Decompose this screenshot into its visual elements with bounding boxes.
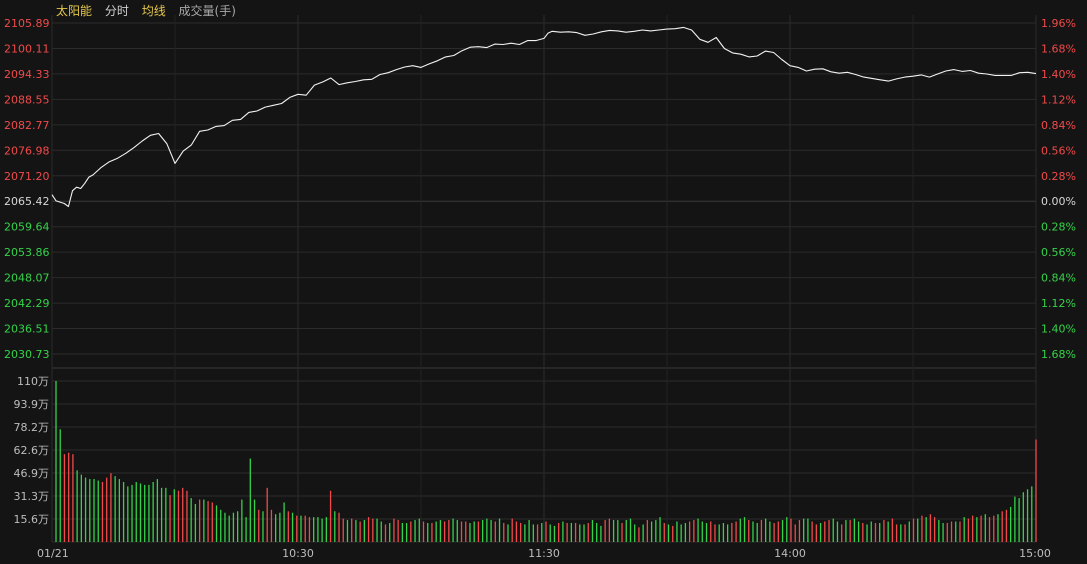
percent-tick-label: 1.12%	[1041, 297, 1076, 310]
price-line-group	[51, 26, 1037, 208]
time-tick-label: 10:30	[282, 547, 314, 560]
price-tick-label: 2071.20	[4, 170, 50, 183]
price-tick-label: 2082.77	[4, 119, 50, 132]
avg-line-toggle[interactable]: 均线	[141, 4, 166, 18]
volume-axis: 110万 93.9万 78.2万 62.6万 46.9万 31.3万 15.6万	[14, 375, 50, 526]
price-tick-label: 2048.07	[4, 272, 50, 285]
percent-tick-label: 0.28%	[1041, 170, 1076, 183]
price-tick-label: 2076.98	[4, 144, 50, 157]
price-tick-label: 2105.89	[4, 17, 50, 30]
percent-tick-label: 1.96%	[1041, 17, 1076, 30]
price-tick-label: 2088.55	[4, 93, 50, 106]
chart-legend: 太阳能 分时 均线 成交量(手)	[56, 3, 245, 19]
percent-tick-label: 1.68%	[1041, 42, 1076, 55]
percent-tick-label: 1.68%	[1041, 348, 1076, 361]
volume-tick-label: 15.6万	[14, 513, 50, 526]
percent-tick-label: 0.28%	[1041, 221, 1076, 234]
percent-tick-label: 1.40%	[1041, 68, 1076, 81]
time-tick-label: 01/21	[37, 547, 69, 560]
price-tick-label: 2053.86	[4, 246, 50, 259]
price-tick-label: 2100.11	[4, 42, 50, 55]
price-tick-label: 2094.33	[4, 68, 50, 81]
price-axis: 2105.89 2100.11 2094.33 2088.55 2082.77 2076.…	[4, 17, 50, 361]
percent-tick-label: 0.84%	[1041, 119, 1076, 132]
volume-tick-label: 46.9万	[14, 467, 50, 480]
percent-tick-label: 0.56%	[1041, 144, 1076, 157]
price-tick-label: 2030.73	[4, 348, 50, 361]
time-tick-label: 11:30	[528, 547, 560, 560]
percent-tick-label: 0.00%	[1041, 195, 1076, 208]
price-tick-label: 2059.64	[4, 221, 50, 234]
percent-tick-label: 1.12%	[1041, 93, 1076, 106]
time-tick-label: 14:00	[774, 547, 806, 560]
price-tick-label: 2065.42	[4, 195, 50, 208]
volume-tick-label: 62.6万	[14, 444, 50, 457]
time-axis: 01/21 10:30 11:30 14:00 15:00	[37, 547, 1051, 560]
stock-name[interactable]: 太阳能	[56, 4, 93, 18]
volume-tick-label: 78.2万	[14, 421, 50, 434]
grid-lines	[51, 15, 1037, 543]
percent-axis: 1.96% 1.68% 1.40% 1.12% 0.84% 0.56% 0.28% 0.00%…	[1041, 17, 1076, 361]
percent-tick-label: 0.84%	[1041, 272, 1076, 285]
price-line	[51, 26, 1037, 208]
volume-tick-label: 93.9万	[14, 398, 50, 411]
price-tick-label: 2036.51	[4, 323, 50, 336]
percent-tick-label: 1.40%	[1041, 323, 1076, 336]
volume-tick-label: 31.3万	[14, 490, 50, 503]
time-tick-label: 15:00	[1019, 547, 1051, 560]
percent-tick-label: 0.56%	[1041, 246, 1076, 259]
price-tick-label: 2042.29	[4, 297, 50, 310]
volume-bars	[55, 381, 1037, 542]
volume-tick-label: 110万	[17, 375, 49, 388]
mode-label[interactable]: 分时	[104, 4, 129, 18]
volume-label: 成交量(手)	[178, 4, 236, 18]
